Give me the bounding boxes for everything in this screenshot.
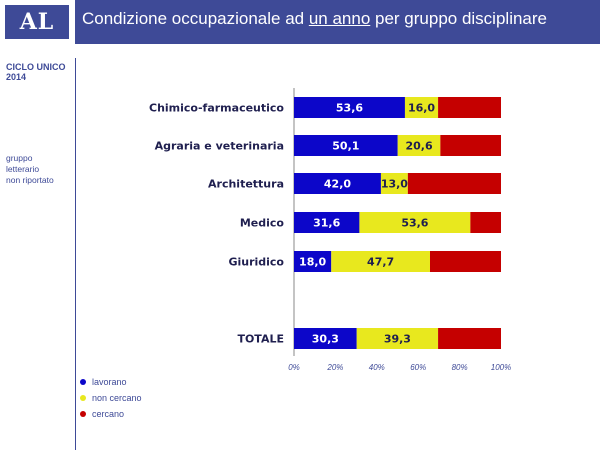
legend-swatch-lavorano xyxy=(80,378,86,385)
category-label-medico: Medico xyxy=(240,217,285,230)
data-label-giuridico-lavorano: 18,0 xyxy=(299,256,326,269)
header-bar: AL Condizione occupazionale ad un anno p… xyxy=(0,0,600,46)
logo-text: AL xyxy=(19,9,55,35)
bar-chimico-farmaceutico-lavorano xyxy=(294,97,405,118)
chart-legend: lavorano non cercano cercano xyxy=(80,374,142,422)
category-label-chimico-farmaceutico: Chimico-farmaceutico xyxy=(149,102,284,115)
data-label-architettura-non-cercano: 13,0 xyxy=(381,178,408,191)
category-label-totale: TOTALE xyxy=(237,333,284,346)
category-label-agraria-e-veterinaria: Agraria e veterinaria xyxy=(155,140,284,153)
x-tick-label: 100% xyxy=(491,363,511,372)
data-label-chimico-farmaceutico-non-cercano: 16,0 xyxy=(408,102,435,115)
data-label-agraria-e-veterinaria-non-cercano: 20,6 xyxy=(405,140,432,153)
x-tick-label: 0% xyxy=(288,363,300,372)
note-line-3: non riportato xyxy=(6,175,54,185)
note-text: gruppo letterario non riportato xyxy=(6,153,76,186)
legend-label-non-cercano: non cercano xyxy=(92,393,142,403)
title-part-1: Condizione occupazionale ad xyxy=(82,9,309,28)
data-label-giuridico-non-cercano: 47,7 xyxy=(367,256,394,269)
title-part-2-underlined: un anno xyxy=(308,9,371,28)
x-tick-label: 80% xyxy=(452,363,468,372)
bar-totale-non-cercano xyxy=(356,328,439,349)
bar-chimico-farmaceutico-cercano xyxy=(438,97,501,118)
legend-item-non-cercano: non cercano xyxy=(80,390,142,406)
title-part-3: per gruppo disciplinare xyxy=(370,9,547,28)
bar-totale-lavorano xyxy=(294,328,357,349)
bar-giuridico-cercano xyxy=(429,251,501,272)
data-label-agraria-e-veterinaria-lavorano: 50,1 xyxy=(332,140,359,153)
bar-chimico-farmaceutico-non-cercano xyxy=(404,97,439,118)
bar-medico-cercano xyxy=(470,212,501,233)
logo-box: AL xyxy=(5,5,69,39)
x-tick-label: 60% xyxy=(410,363,426,372)
bar-architettura-non-cercano xyxy=(380,173,408,194)
legend-swatch-non-cercano xyxy=(80,394,86,401)
note-line-1: gruppo xyxy=(6,153,33,163)
bar-architettura-lavorano xyxy=(294,173,381,194)
data-label-medico-non-cercano: 53,6 xyxy=(401,217,428,230)
cycle-label-line1: CICLO UNICO xyxy=(6,62,66,72)
bar-agraria-e-veterinaria-lavorano xyxy=(294,135,398,156)
legend-item-lavorano: lavorano xyxy=(80,374,142,390)
bar-giuridico-non-cercano xyxy=(331,251,430,272)
bar-totale-cercano xyxy=(438,328,501,349)
data-label-architettura-lavorano: 42,0 xyxy=(324,178,351,191)
bar-agraria-e-veterinaria-non-cercano xyxy=(397,135,441,156)
bar-giuridico-lavorano xyxy=(294,251,332,272)
data-label-medico-lavorano: 31,6 xyxy=(313,217,340,230)
cycle-label-line2: 2014 xyxy=(6,72,27,82)
logo: AL xyxy=(0,0,77,44)
sidebar-divider xyxy=(75,58,76,450)
x-tick-label: 20% xyxy=(326,363,343,372)
category-label-architettura: Architettura xyxy=(208,178,284,191)
legend-swatch-cercano xyxy=(80,410,86,417)
cycle-label: CICLO UNICO 2014 xyxy=(6,62,66,82)
data-label-chimico-farmaceutico-lavorano: 53,6 xyxy=(336,102,363,115)
category-label-giuridico: Giuridico xyxy=(228,256,284,269)
bar-medico-non-cercano xyxy=(359,212,471,233)
x-tick-label: 40% xyxy=(369,363,385,372)
legend-item-cercano: cercano xyxy=(80,406,142,422)
data-label-totale-lavorano: 30,3 xyxy=(312,333,339,346)
page-title: Condizione occupazionale ad un anno per … xyxy=(82,9,547,29)
bar-medico-lavorano xyxy=(294,212,360,233)
legend-label-cercano: cercano xyxy=(92,409,125,419)
data-label-totale-non-cercano: 39,3 xyxy=(384,333,411,346)
legend-label-lavorano: lavorano xyxy=(92,377,127,387)
note-line-2: letterario xyxy=(6,164,40,174)
bar-architettura-cercano xyxy=(407,173,501,194)
bar-agraria-e-veterinaria-cercano xyxy=(440,135,501,156)
